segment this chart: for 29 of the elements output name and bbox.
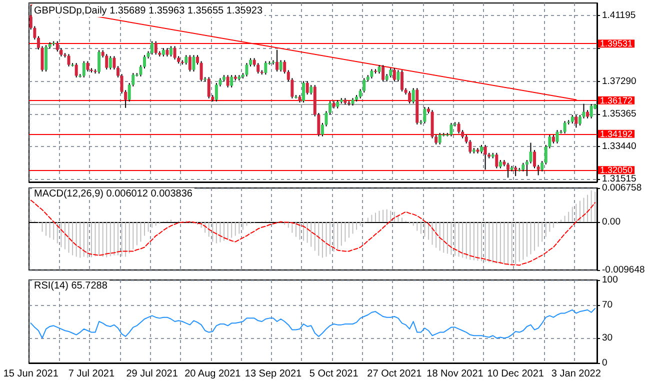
chart-title: GBPUSDp,Daily 1.35689 1.35963 1.35655 1.35923: [34, 6, 263, 16]
x-tick-label: 7 Jul 2021: [68, 368, 115, 380]
y-tick-label: -0.009648: [602, 264, 645, 276]
ref-line-label: 1.39531: [600, 38, 633, 49]
x-tick-label: 27 Oct 2021: [367, 368, 422, 380]
ref-line-label: 1.32050: [600, 165, 633, 176]
y-tick-label: 0: [602, 358, 608, 368]
ref-line-label: 1.36172: [600, 95, 633, 106]
x-tick-label: 3 Jan 2022: [551, 368, 602, 380]
y-tick-label: 1.35365: [602, 108, 636, 120]
y-tick-label: 100: [602, 274, 618, 286]
chart-title: RSI(14) 65.7288: [34, 280, 108, 292]
y-tick-label: 70: [602, 299, 613, 310]
x-tick-label: 13 Sep 2021: [244, 368, 302, 380]
y-tick-label: 1.31515: [602, 174, 636, 185]
y-tick-label: 1.41195: [602, 10, 636, 21]
x-tick-label: 20 Aug 2021: [184, 368, 242, 380]
x-tick-label: 5 Oct 2021: [309, 368, 359, 380]
ref-line-label: 1.34192: [600, 128, 633, 139]
y-tick-label: 1.33440: [602, 141, 636, 152]
x-tick-label: 29 Jul 2021: [126, 368, 178, 380]
y-tick-label: 1.37290: [602, 76, 636, 88]
x-tick-label: 18 Nov 2021: [426, 368, 484, 380]
y-tick-label: 0.00: [602, 216, 620, 228]
y-tick-label: 0.006758: [602, 182, 642, 194]
chart-title: MACD(12,26,9) 0.006012 0.003836: [34, 188, 193, 200]
y-tick-label: 30: [602, 332, 613, 344]
x-tick-label: 10 Dec 2021: [487, 368, 544, 380]
x-tick-label: 15 Jun 2021: [3, 368, 59, 380]
